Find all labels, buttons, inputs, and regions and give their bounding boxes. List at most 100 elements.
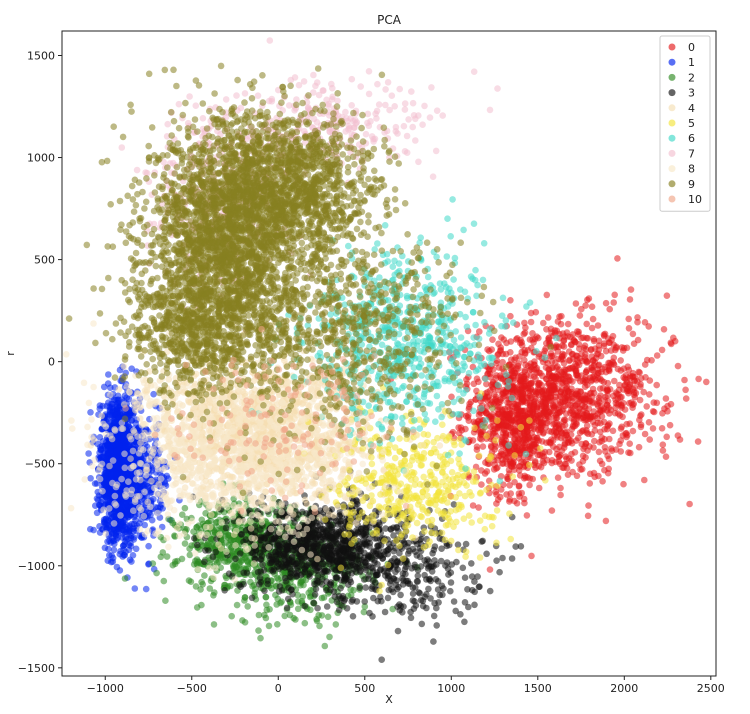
- point-0: [600, 405, 608, 412]
- point-2: [228, 612, 235, 620]
- point-0: [658, 425, 666, 432]
- point-0: [596, 385, 604, 393]
- point-0: [585, 295, 593, 302]
- point-0: [560, 337, 567, 345]
- point-0: [554, 409, 562, 417]
- point-0: [550, 352, 557, 360]
- point-0: [513, 500, 521, 507]
- point-0: [566, 357, 573, 365]
- point-0: [545, 335, 552, 342]
- point-0: [507, 297, 514, 304]
- point-2: [278, 598, 285, 605]
- point-0: [555, 355, 562, 363]
- point-0: [616, 381, 623, 389]
- point-3: [268, 553, 276, 561]
- point-0: [506, 482, 513, 489]
- point-0: [575, 405, 583, 412]
- point-0: [674, 362, 682, 370]
- point-0: [479, 443, 487, 450]
- point-0: [583, 427, 590, 434]
- point-1: [132, 545, 140, 553]
- point-0: [573, 472, 581, 480]
- point-0: [473, 446, 481, 454]
- point-0: [562, 366, 570, 374]
- point-0: [641, 430, 649, 438]
- point-0: [666, 421, 674, 429]
- point-3: [221, 587, 228, 594]
- point-2: [265, 622, 273, 630]
- point-0: [573, 420, 580, 428]
- point-0: [534, 434, 541, 442]
- point-0: [659, 441, 667, 449]
- point-0: [694, 438, 702, 445]
- point-0: [623, 433, 630, 441]
- point-0: [597, 428, 604, 436]
- point-0: [626, 296, 634, 303]
- point-0: [516, 376, 524, 384]
- point-0: [629, 386, 637, 393]
- point-0: [515, 483, 523, 490]
- point-0: [526, 481, 533, 489]
- point-0: [544, 314, 552, 321]
- point-1: [120, 551, 128, 559]
- point-0: [626, 399, 633, 407]
- point-0: [646, 391, 653, 398]
- point-1: [108, 558, 115, 566]
- point-1: [93, 509, 101, 517]
- point-2: [233, 601, 241, 609]
- point-1: [105, 445, 112, 453]
- point-0: [662, 395, 670, 402]
- point-3: [310, 599, 318, 607]
- point-0: [559, 330, 567, 337]
- point-0: [571, 449, 579, 456]
- point-0: [595, 472, 602, 480]
- point-1: [103, 475, 110, 483]
- point-0: [535, 484, 543, 492]
- point-0: [493, 491, 500, 498]
- point-2: [181, 540, 189, 547]
- point-2: [185, 577, 193, 584]
- point-1: [114, 434, 121, 442]
- point-0: [575, 411, 582, 419]
- point-1: [142, 585, 150, 593]
- point-3: [323, 603, 331, 610]
- point-0: [662, 453, 670, 461]
- point-0: [626, 440, 633, 448]
- point-1: [96, 529, 104, 536]
- point-1: [87, 475, 94, 482]
- chart-title: PCA: [377, 13, 402, 27]
- point-2: [162, 597, 169, 604]
- point-0: [629, 427, 637, 435]
- point-0: [635, 443, 643, 451]
- point-0: [511, 435, 519, 443]
- point-3: [236, 550, 244, 557]
- point-1: [87, 409, 94, 416]
- point-0: [503, 339, 510, 347]
- point-1: [99, 442, 106, 450]
- point-2: [313, 615, 320, 623]
- point-3: [275, 588, 283, 595]
- point-3: [258, 552, 266, 560]
- point-3: [194, 541, 201, 549]
- point-0: [671, 337, 679, 345]
- point-3: [259, 561, 266, 568]
- point-0: [637, 423, 645, 431]
- point-2: [321, 642, 329, 650]
- point-0: [610, 341, 617, 349]
- point-0: [529, 330, 536, 337]
- point-2: [192, 557, 199, 565]
- point-1: [114, 525, 122, 533]
- point-0: [489, 336, 496, 344]
- point-0: [583, 367, 591, 374]
- point-0: [637, 412, 644, 420]
- point-1: [130, 527, 137, 535]
- point-0: [663, 433, 670, 441]
- point-1: [163, 472, 171, 480]
- point-0: [542, 405, 550, 413]
- point-0: [530, 403, 538, 411]
- point-0: [585, 405, 593, 412]
- point-1: [145, 542, 152, 550]
- point-0: [493, 500, 500, 507]
- point-3: [232, 555, 239, 563]
- point-2: [227, 536, 235, 544]
